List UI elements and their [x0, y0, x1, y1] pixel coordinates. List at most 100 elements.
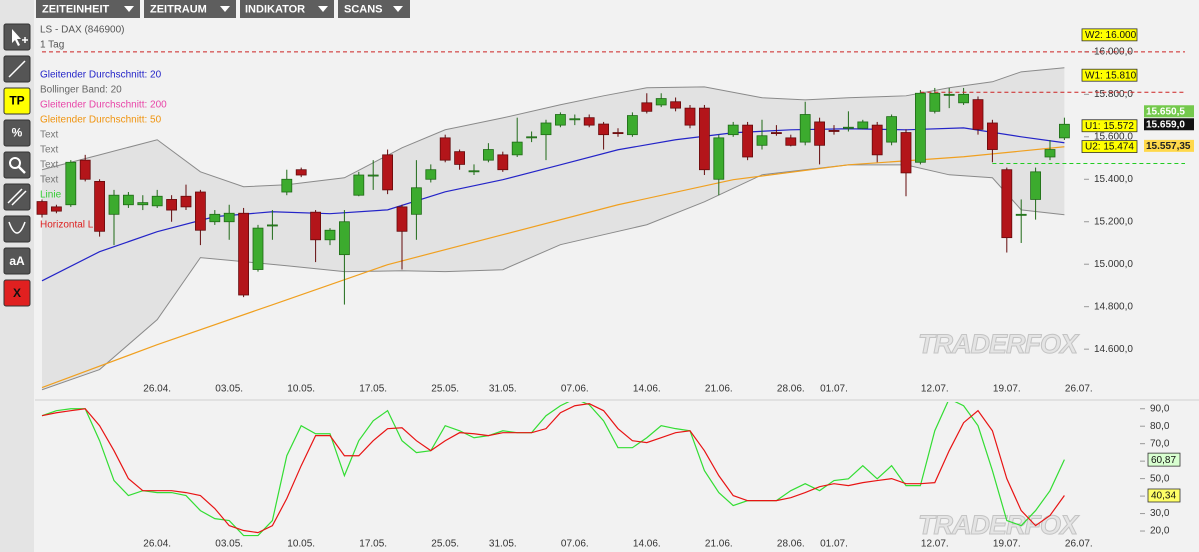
menu-item[interactable] — [144, 0, 236, 18]
legend-entry: Text — [40, 145, 59, 156]
menu-label[interactable]: SCANS — [344, 3, 383, 15]
menu-item[interactable] — [36, 0, 140, 18]
candle-body — [799, 114, 811, 143]
level-label: U1: 15.572 — [1085, 121, 1134, 132]
x-tick-label: 12.07. — [921, 539, 949, 550]
legend-entry: Horizontal L — [40, 220, 94, 231]
tool-percent[interactable] — [3, 119, 31, 147]
candle-body — [396, 206, 408, 232]
x-tick-label: 26.04. — [143, 384, 171, 395]
tool-channel[interactable] — [3, 183, 31, 211]
candle-body — [871, 124, 883, 156]
candle-body — [137, 202, 149, 206]
tool-label[interactable]: X — [13, 286, 21, 300]
price-badge — [1144, 105, 1194, 118]
x-tick-label: 01.07. — [820, 539, 848, 550]
candle-body — [583, 117, 595, 126]
candle-body — [612, 132, 624, 135]
watermark: TRADERFOX — [918, 329, 1080, 359]
candle-body — [482, 149, 494, 161]
candle-body — [627, 115, 638, 136]
axes: 26.04. 26.04. 03.05. 03.05. 10.05. 10.05. 17.0… — [42, 28, 1194, 550]
legend-entry: Bollinger Band: 20 — [40, 85, 122, 96]
candle-body — [915, 92, 926, 163]
menu-label[interactable]: INDIKATOR — [245, 3, 305, 15]
legend-entry: Text — [40, 160, 59, 171]
candle-body — [771, 132, 782, 135]
watermark: TRADERFOX — [918, 510, 1080, 540]
price-badge-label: 15.650,5 — [1146, 106, 1185, 117]
candle-body — [814, 121, 825, 146]
price-badge-label: 15.659,0 — [1146, 119, 1185, 130]
tool-tp[interactable] — [3, 87, 31, 115]
menu-item[interactable] — [240, 0, 334, 18]
legend-entry: Gleitender Durchschnitt: 20 — [40, 70, 162, 81]
x-tick-label: 19.07. — [993, 384, 1021, 395]
candle-body — [598, 123, 609, 136]
tool-text[interactable] — [3, 247, 31, 275]
candle-body — [655, 98, 667, 106]
level-label-box — [1081, 68, 1138, 82]
candle-body — [843, 126, 854, 129]
candle-body — [209, 213, 221, 223]
legend-entry: Gleitender Durchschnitt: 200 — [40, 100, 167, 111]
x-tick-label: 14.06. — [633, 384, 661, 395]
x-tick-label: 31.05. — [489, 539, 517, 550]
candle-body — [684, 107, 696, 126]
menu-label[interactable]: ZEITRAUM — [150, 3, 207, 15]
candle-body — [353, 174, 365, 196]
tool-buttons: TP % aA X — [3, 23, 31, 307]
y-tick-label: 14.600,0 — [1094, 344, 1133, 355]
y-tick-label: 15.400,0 — [1094, 174, 1133, 185]
legend-entry: Linie — [40, 190, 62, 201]
candle-body — [123, 194, 134, 206]
tool-label[interactable]: % — [12, 126, 23, 140]
candle-body — [526, 136, 537, 139]
candle-body — [266, 224, 278, 227]
x-tick-label: 28.06. — [777, 384, 805, 395]
candle-body — [943, 93, 955, 96]
candle-body — [281, 178, 293, 193]
price-badge — [1144, 118, 1194, 131]
candle-body — [382, 154, 394, 191]
candle-body — [742, 124, 753, 158]
price-panel: Gleitender Durchschnitt: 20 Bollinger Ban… — [36, 67, 1070, 391]
tool-delete[interactable] — [3, 279, 31, 307]
menu-arrow — [318, 6, 328, 12]
tool-zoom[interactable] — [3, 151, 31, 179]
candle-body — [569, 118, 581, 121]
x-tick-label: 28.06. — [777, 539, 805, 550]
value-badge-label: 60,87 — [1151, 455, 1176, 466]
candle-body — [425, 169, 437, 180]
tool-curve[interactable] — [3, 215, 31, 243]
menu-item[interactable] — [338, 0, 410, 18]
legend-entry: Text — [40, 130, 59, 141]
tool-label[interactable]: aA — [9, 254, 25, 268]
y-tick-label: 70,0 — [1150, 438, 1170, 449]
x-tick-label: 07.06. — [561, 539, 589, 550]
candle-body — [468, 170, 480, 173]
x-tick-label: 10.05. — [287, 539, 315, 550]
candle-body — [699, 107, 710, 171]
plus-icon — [22, 37, 28, 43]
candle-body — [180, 195, 192, 208]
candle-body — [958, 93, 969, 104]
y-tick-label: 15.200,0 — [1094, 216, 1133, 227]
menu-label[interactable]: ZEITEINHEIT — [42, 3, 110, 15]
oscillator-panel — [41, 402, 1065, 537]
value-badge-label: 40,34 — [1151, 491, 1176, 502]
x-tick-label: 12.07. — [921, 384, 949, 395]
candle-body — [51, 206, 62, 212]
level-label-box — [1081, 119, 1138, 133]
y-tick-label: 90,0 — [1150, 403, 1170, 414]
pointer-icon — [12, 29, 21, 46]
oscillator-line — [41, 402, 1065, 537]
menu-bar: ZEITEINHEIT ZEITRAUM INDIKATOR SCANS — [36, 0, 410, 18]
bollinger-area — [42, 67, 1065, 390]
y-tick-label: 15.800,0 — [1094, 89, 1133, 100]
level-label: W2: 16.000 — [1085, 30, 1137, 41]
candle-body — [540, 122, 552, 136]
candle-body — [295, 169, 307, 176]
tool-label[interactable]: TP — [9, 94, 24, 108]
